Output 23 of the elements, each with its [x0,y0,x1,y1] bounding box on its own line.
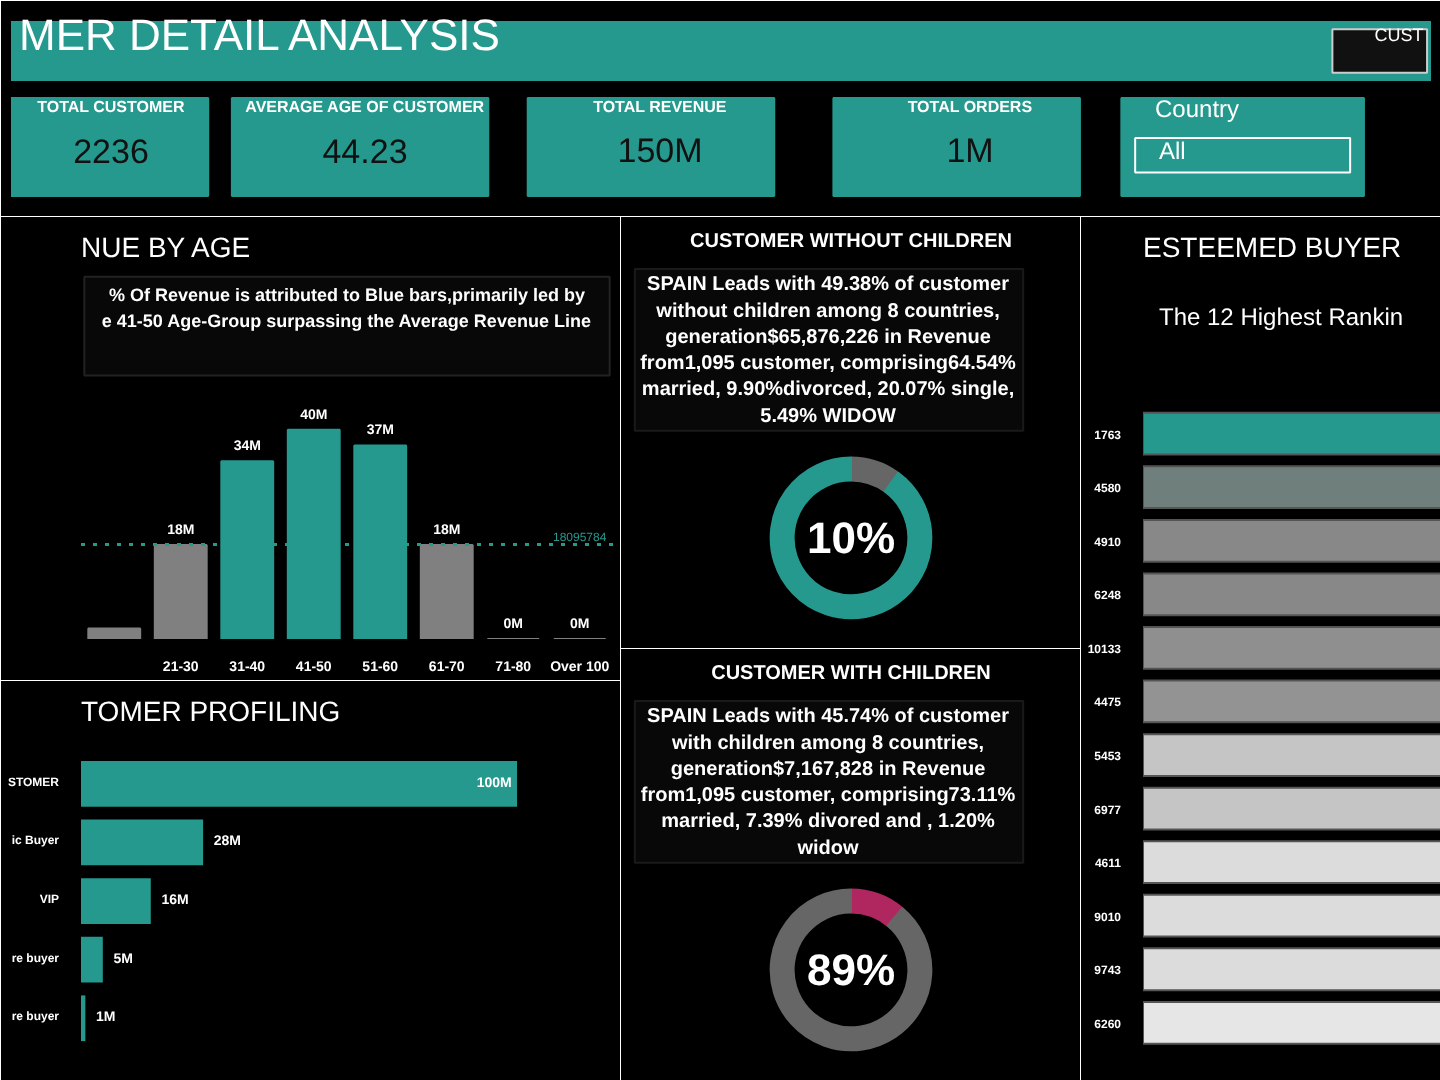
chart-subtitle: The 12 Highest Rankin [1159,303,1404,331]
category-label: TOTAL REVENUE [593,98,728,116]
chart-title: ESTEEMED BUYER [1143,231,1402,263]
chart-title: CUSTOMER WITHOUT CHILDREN [690,231,1012,253]
category-label: AVERAGE AGE OF CUSTOMER [245,98,485,116]
text: Country [1155,95,1240,123]
chart-title: NUE BY AGE [81,231,251,263]
chart-subtitle: SPAIN Leads with 49.38% of customer without children among 8 countries, generation$65,876,226 in Revenue from1,095 customer, comprising64.54% married, 9.90%divorced, 20.07% single, 5.49% WIDOW [640,274,1017,428]
text: CUST [1374,25,1425,45]
category-label: TOTAL CUSTOMER [37,98,185,116]
text: 150M [617,132,703,170]
text: All [1159,137,1186,165]
text: 89% [806,944,896,995]
text: MER DETAIL ANALYSIS [19,10,500,60]
chart-title: CUSTOMER WITH CHILDREN [711,663,991,685]
text: 1M [946,132,994,170]
category-label: TOTAL ORDERS [907,98,1034,116]
text: 44.23 [322,133,408,171]
chart-subtitle: SPAIN Leads with 45.74% of customer with children among 8 countries, generation$7,167,828 in Revenue from1,095 customer, comprising73.11% married, 7.39% divored and , 1.20% widow [640,706,1016,860]
chart-title: TOMER PROFILING [81,695,341,727]
text: % Of Revenue is attributed to Blue bars,primarily led by e 41-50 Age-Group surpassing the Average Revenue Line [101,284,591,331]
text: 10% [806,512,896,563]
text: 2236 [73,133,149,171]
